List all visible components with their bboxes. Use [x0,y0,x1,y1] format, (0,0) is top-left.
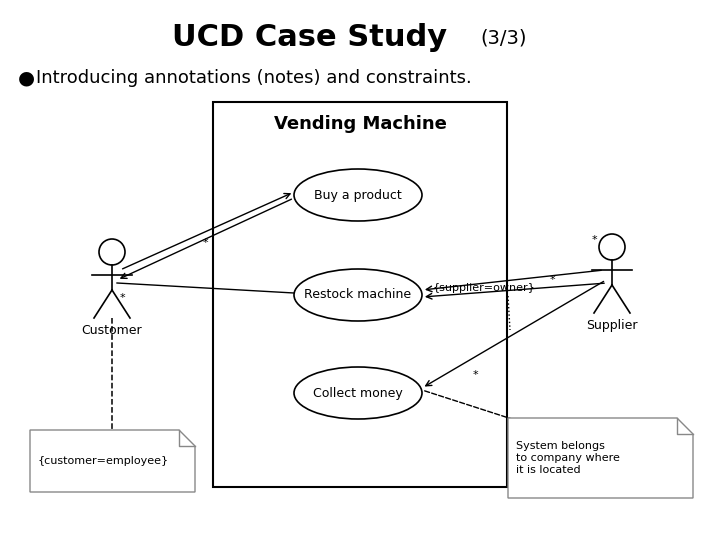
Text: Restock machine: Restock machine [305,288,412,301]
Text: *: * [120,293,125,303]
Text: Buy a product: Buy a product [314,188,402,201]
Text: {supplier=owner}: {supplier=owner} [433,283,536,293]
Text: System belongs
to company where
it is located: System belongs to company where it is lo… [516,441,620,475]
Bar [213,102,507,487]
Text: ●: ● [18,69,35,87]
Ellipse shape [294,367,422,419]
Text: Introducing annotations (notes) and constraints.: Introducing annotations (notes) and cons… [36,69,472,87]
Polygon shape [508,418,693,498]
Polygon shape [30,430,195,492]
Text: *: * [549,275,555,285]
Text: Supplier: Supplier [586,319,638,332]
Text: UCD Case Study: UCD Case Study [172,24,448,52]
Text: *: * [472,370,478,380]
Text: *: * [591,235,597,245]
Text: Collect money: Collect money [313,387,403,400]
Text: (3/3): (3/3) [480,29,526,48]
Text: *: * [202,238,208,248]
Text: {customer=employee}: {customer=employee} [38,456,169,466]
Ellipse shape [294,169,422,221]
Ellipse shape [294,269,422,321]
Text: Customer: Customer [81,323,143,336]
Text: Vending Machine: Vending Machine [274,115,446,133]
